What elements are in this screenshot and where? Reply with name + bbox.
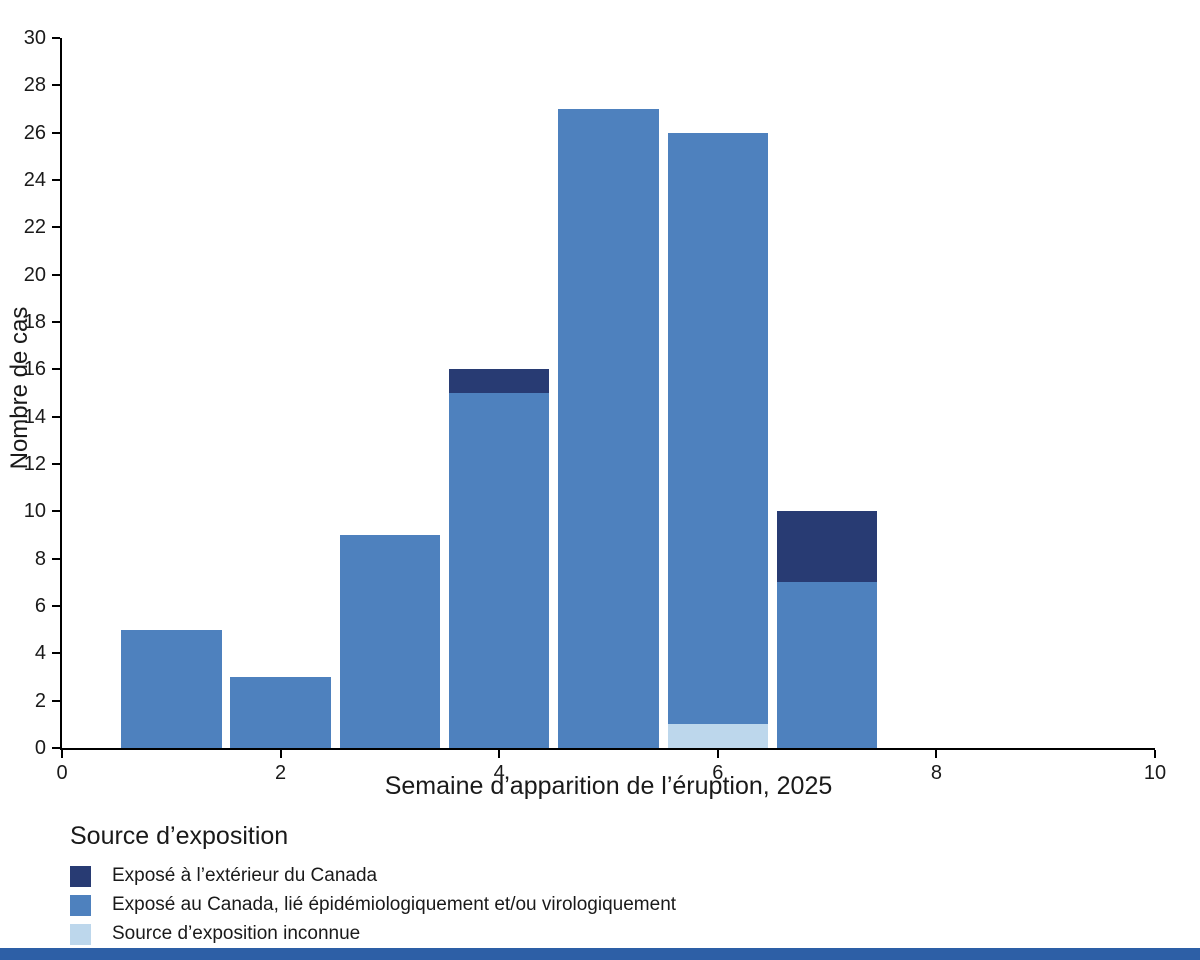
bar-segment (230, 677, 331, 748)
y-tick-label: 26 (23, 121, 46, 144)
bar-segment (776, 511, 878, 583)
y-tick-mark (52, 510, 60, 513)
x-tick-mark (1154, 750, 1156, 758)
y-tick-mark (52, 37, 60, 39)
x-tick-label: 0 (56, 762, 68, 784)
x-tick-label: 4 (493, 762, 505, 784)
bar-segment (667, 724, 769, 748)
legend-swatch-unknown-source (70, 923, 91, 945)
legend-item: Source d’exposition inconnue (70, 923, 676, 945)
bar-segment (667, 132, 769, 725)
legend-title: Source d’exposition (70, 822, 289, 850)
bar-segment (448, 369, 550, 393)
x-tick-mark (61, 750, 63, 758)
y-tick-label: 6 (34, 595, 46, 617)
y-tick-label: 0 (34, 737, 46, 759)
x-tick-mark (279, 750, 282, 758)
y-tick-mark (52, 321, 60, 323)
legend: Source d’exposition Exposé à l’extérieur… (70, 822, 676, 952)
x-tick-label: 6 (712, 762, 724, 784)
y-axis-line (60, 38, 62, 750)
bar-segment (448, 393, 550, 748)
legend-swatch-in-canada-linked (70, 894, 91, 916)
x-tick-label: 10 (1143, 762, 1167, 784)
y-tick-label: 16 (23, 358, 46, 381)
y-tick-mark (52, 179, 60, 181)
x-tick-label: 2 (275, 762, 287, 784)
y-tick-label: 20 (23, 263, 46, 286)
legend-item-label: Exposé au Canada, lié épidémiologiquemen… (112, 894, 677, 915)
y-axis-title: Nombre de cas (6, 306, 33, 470)
bar-segment (558, 109, 659, 748)
y-tick-label: 10 (23, 500, 46, 523)
footer-accent-bar (0, 948, 1200, 960)
y-tick-mark (52, 557, 60, 560)
y-tick-label: 2 (34, 689, 46, 712)
y-tick-mark (52, 652, 60, 655)
y-tick-mark (52, 84, 60, 87)
y-tick-label: 24 (23, 169, 46, 191)
y-tick-mark (52, 699, 60, 702)
y-tick-label: 14 (23, 405, 46, 428)
y-tick-mark (52, 131, 60, 134)
y-tick-label: 12 (23, 453, 46, 475)
y-tick-label: 22 (23, 216, 46, 239)
bar-segment (339, 535, 441, 748)
y-tick-mark (52, 605, 60, 607)
y-tick-label: 28 (23, 74, 46, 97)
x-tick-label: 8 (930, 762, 942, 784)
y-tick-mark (52, 226, 60, 229)
y-tick-label: 4 (34, 642, 46, 665)
legend-item-label: Source d’exposition inconnue (112, 923, 361, 944)
legend-swatch-outside-canada (70, 865, 91, 887)
x-tick-mark (716, 750, 719, 758)
y-tick-label: 30 (23, 27, 46, 49)
legend-item: Exposé au Canada, lié épidémiologiquemen… (70, 894, 676, 916)
legend-item: Exposé à l’extérieur du Canada (70, 865, 676, 887)
x-axis-line (60, 748, 1155, 750)
y-tick-mark (52, 747, 60, 749)
x-tick-mark (498, 750, 501, 758)
y-tick-mark (52, 273, 60, 276)
x-axis-title: Semaine d’apparition de l’éruption, 2025 (384, 772, 833, 800)
y-tick-mark (52, 368, 60, 371)
y-tick-label: 8 (34, 547, 46, 570)
legend-item-label: Exposé à l’extérieur du Canada (112, 865, 378, 886)
bar-segment (121, 629, 222, 748)
x-tick-mark (935, 750, 938, 758)
y-tick-mark (52, 415, 60, 418)
bar-segment (776, 582, 878, 748)
y-tick-mark (52, 463, 60, 465)
y-tick-label: 18 (23, 311, 46, 333)
